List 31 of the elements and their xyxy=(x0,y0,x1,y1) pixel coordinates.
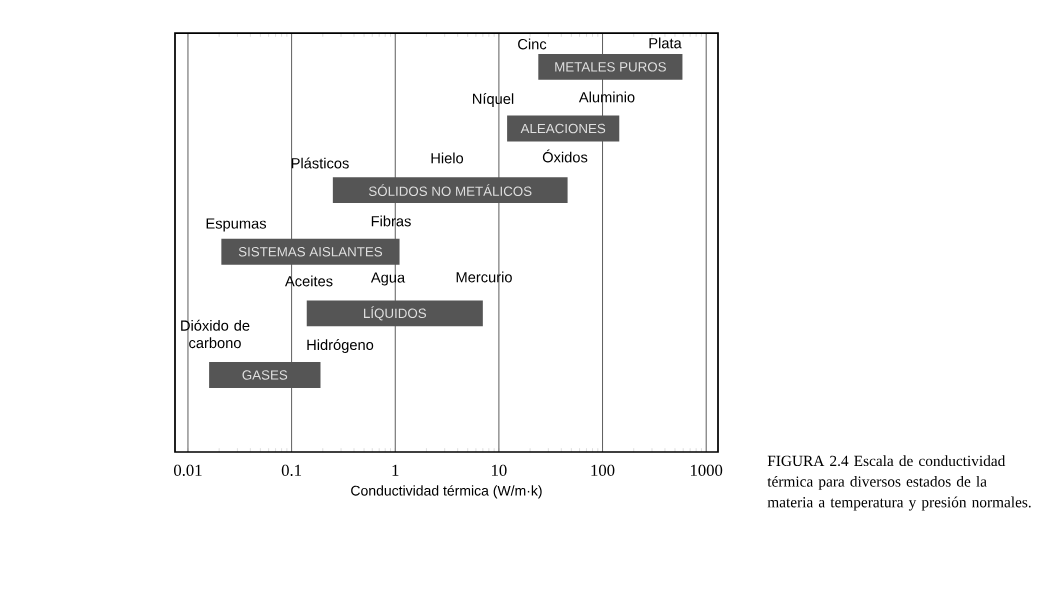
annotation: Cinc xyxy=(518,38,547,50)
bar xyxy=(221,238,400,265)
bar xyxy=(332,177,568,204)
annotation: Plásticos xyxy=(291,157,349,169)
annotation: Níquel xyxy=(473,93,514,107)
bar xyxy=(538,53,683,80)
bar xyxy=(306,300,483,327)
annotation: Agua xyxy=(370,272,406,286)
y-tick-label: GASES xyxy=(242,370,288,380)
y-tick-label: ALEACIONES xyxy=(520,123,606,134)
y-tick-label: METALES PUROS xyxy=(555,62,666,72)
bar xyxy=(209,362,321,388)
y-tick-label: LÍQUIDOS xyxy=(364,306,427,321)
annotation: Fibras xyxy=(371,215,411,227)
annotation: Dióxido de carbono xyxy=(181,319,250,349)
y-tick-label: SÓLIDOS NO METÁLICOS xyxy=(368,184,532,196)
x-tick-label: 100 xyxy=(591,464,615,476)
x-tick-label: 0.1 xyxy=(281,464,302,477)
annotation: Hielo xyxy=(431,152,464,164)
annotation: Espumas xyxy=(206,218,267,232)
x-tick-label: 1 xyxy=(392,464,399,476)
x-axis-title: Conductividad térmica (W/m·k) xyxy=(351,485,542,499)
annotation: Plata xyxy=(649,37,682,49)
y-tick-label: SISTEMAS AISLANTES xyxy=(238,247,383,257)
x-tick-label: 0.01 xyxy=(174,464,202,477)
annotation: Mercurio xyxy=(456,271,512,283)
text: FIGURA 2.4 Escala de conductividad térmica para diversos estados de la materia a temperatura y presión normales. xyxy=(767,455,1031,511)
x-tick-label: 10 xyxy=(492,464,507,476)
x-tick-label: 1000 xyxy=(690,464,723,476)
annotation: Hidrógeno xyxy=(307,339,374,353)
annotation: Óxidos xyxy=(542,149,588,163)
